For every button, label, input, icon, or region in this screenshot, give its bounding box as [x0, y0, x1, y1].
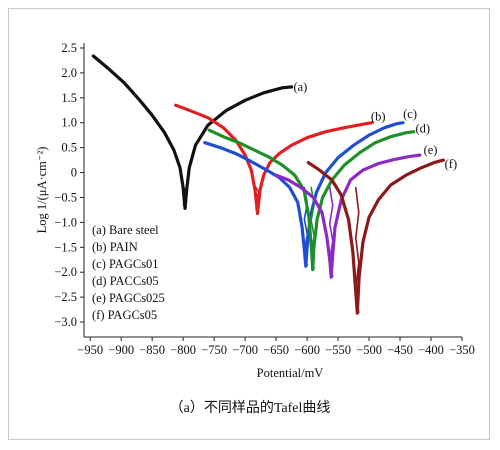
y-tick-label: −3.0 [54, 315, 77, 329]
y-tick-label: −1.0 [54, 215, 77, 229]
x-tick-label: −900 [108, 343, 134, 357]
series-tag-label: (c) [403, 107, 417, 121]
x-axis-label: Potential/mV [257, 366, 324, 380]
x-tick-label: −450 [387, 343, 413, 357]
series-spike-c [303, 186, 309, 267]
legend-entry: (f) PAGCs05 [92, 308, 157, 322]
legend-entry: (c) PAGCs01 [92, 257, 159, 271]
x-tick-label: −550 [325, 343, 351, 357]
x-tick-label: −700 [232, 343, 258, 357]
y-tick-label: −0.5 [54, 190, 77, 204]
legend: (a) Bare steel (b) PAIN (c) PAGCs01 (d) … [92, 223, 165, 322]
series-line-b [174, 103, 374, 215]
caption-text-cn2: 曲线 [302, 400, 330, 416]
series-spike-b [255, 186, 260, 214]
series-spike-a [182, 186, 188, 209]
caption-tafel: Tafel [274, 401, 303, 416]
series-tag-label: (d) [416, 122, 431, 136]
legend-entry: (a) Bare steel [92, 223, 159, 237]
series-spike-e [328, 186, 334, 278]
svg-text:（a）不同样品的Tafel曲线: （a）不同样品的Tafel曲线 [170, 400, 331, 416]
caption-prefix: （a） [170, 400, 204, 416]
y-tick-label: 0.5 [61, 141, 77, 155]
x-tick-label: −350 [449, 343, 475, 357]
series-line-d [207, 128, 416, 272]
y-tick-label: 1.5 [61, 91, 77, 105]
x-tick-label: −400 [418, 343, 444, 357]
labels-layer: (a) (b) (c)(d) (e) (f) [293, 80, 457, 171]
series-line-e [274, 153, 422, 279]
x-tick-label: −600 [294, 343, 320, 357]
legend-entry: (d) PACCs05 [92, 274, 159, 288]
series-tag-label: (f) [445, 157, 458, 171]
figure-caption: （a）不同样品的Tafel曲线 [170, 400, 331, 416]
series-line-a [91, 54, 294, 210]
y-tick-label: 2.0 [61, 66, 77, 80]
series-tag-label: (a) [293, 80, 307, 94]
x-tick-label: −950 [77, 343, 103, 357]
axes-layer: −950 −900 −850 −800 −750 −700 −650 −600 −550 −500… [54, 41, 475, 357]
series-tag-label: (e) [424, 143, 438, 157]
x-tick-label: −500 [356, 343, 382, 357]
series-spike-d [310, 186, 315, 270]
series-spike-f [354, 186, 360, 314]
y-tick-label: −2.5 [54, 290, 77, 304]
y-axis-label: Log 1/(μA·cm⁻²) [35, 147, 49, 234]
legend-entry: (e) PAGCs025 [92, 291, 165, 305]
caption-text-cn: 不同样品的 [204, 400, 274, 416]
y-tick-label: 1.0 [61, 116, 77, 130]
y-tick-label: −2.0 [54, 265, 77, 279]
x-tick-label: −800 [170, 343, 196, 357]
figure-frame [8, 8, 490, 440]
legend-entry: (b) PAIN [92, 240, 138, 254]
x-tick-label: −850 [139, 343, 165, 357]
y-tick-label: 2.5 [61, 41, 77, 55]
y-tick-label: 0 [71, 166, 77, 180]
y-tick-label: −1.5 [54, 240, 77, 254]
curves-layer [91, 54, 445, 315]
series-line-f [306, 158, 445, 315]
series-tag-label: (b) [371, 110, 386, 124]
x-tick-label: −650 [263, 343, 289, 357]
x-tick-label: −750 [201, 343, 227, 357]
series-line-c [203, 121, 405, 268]
